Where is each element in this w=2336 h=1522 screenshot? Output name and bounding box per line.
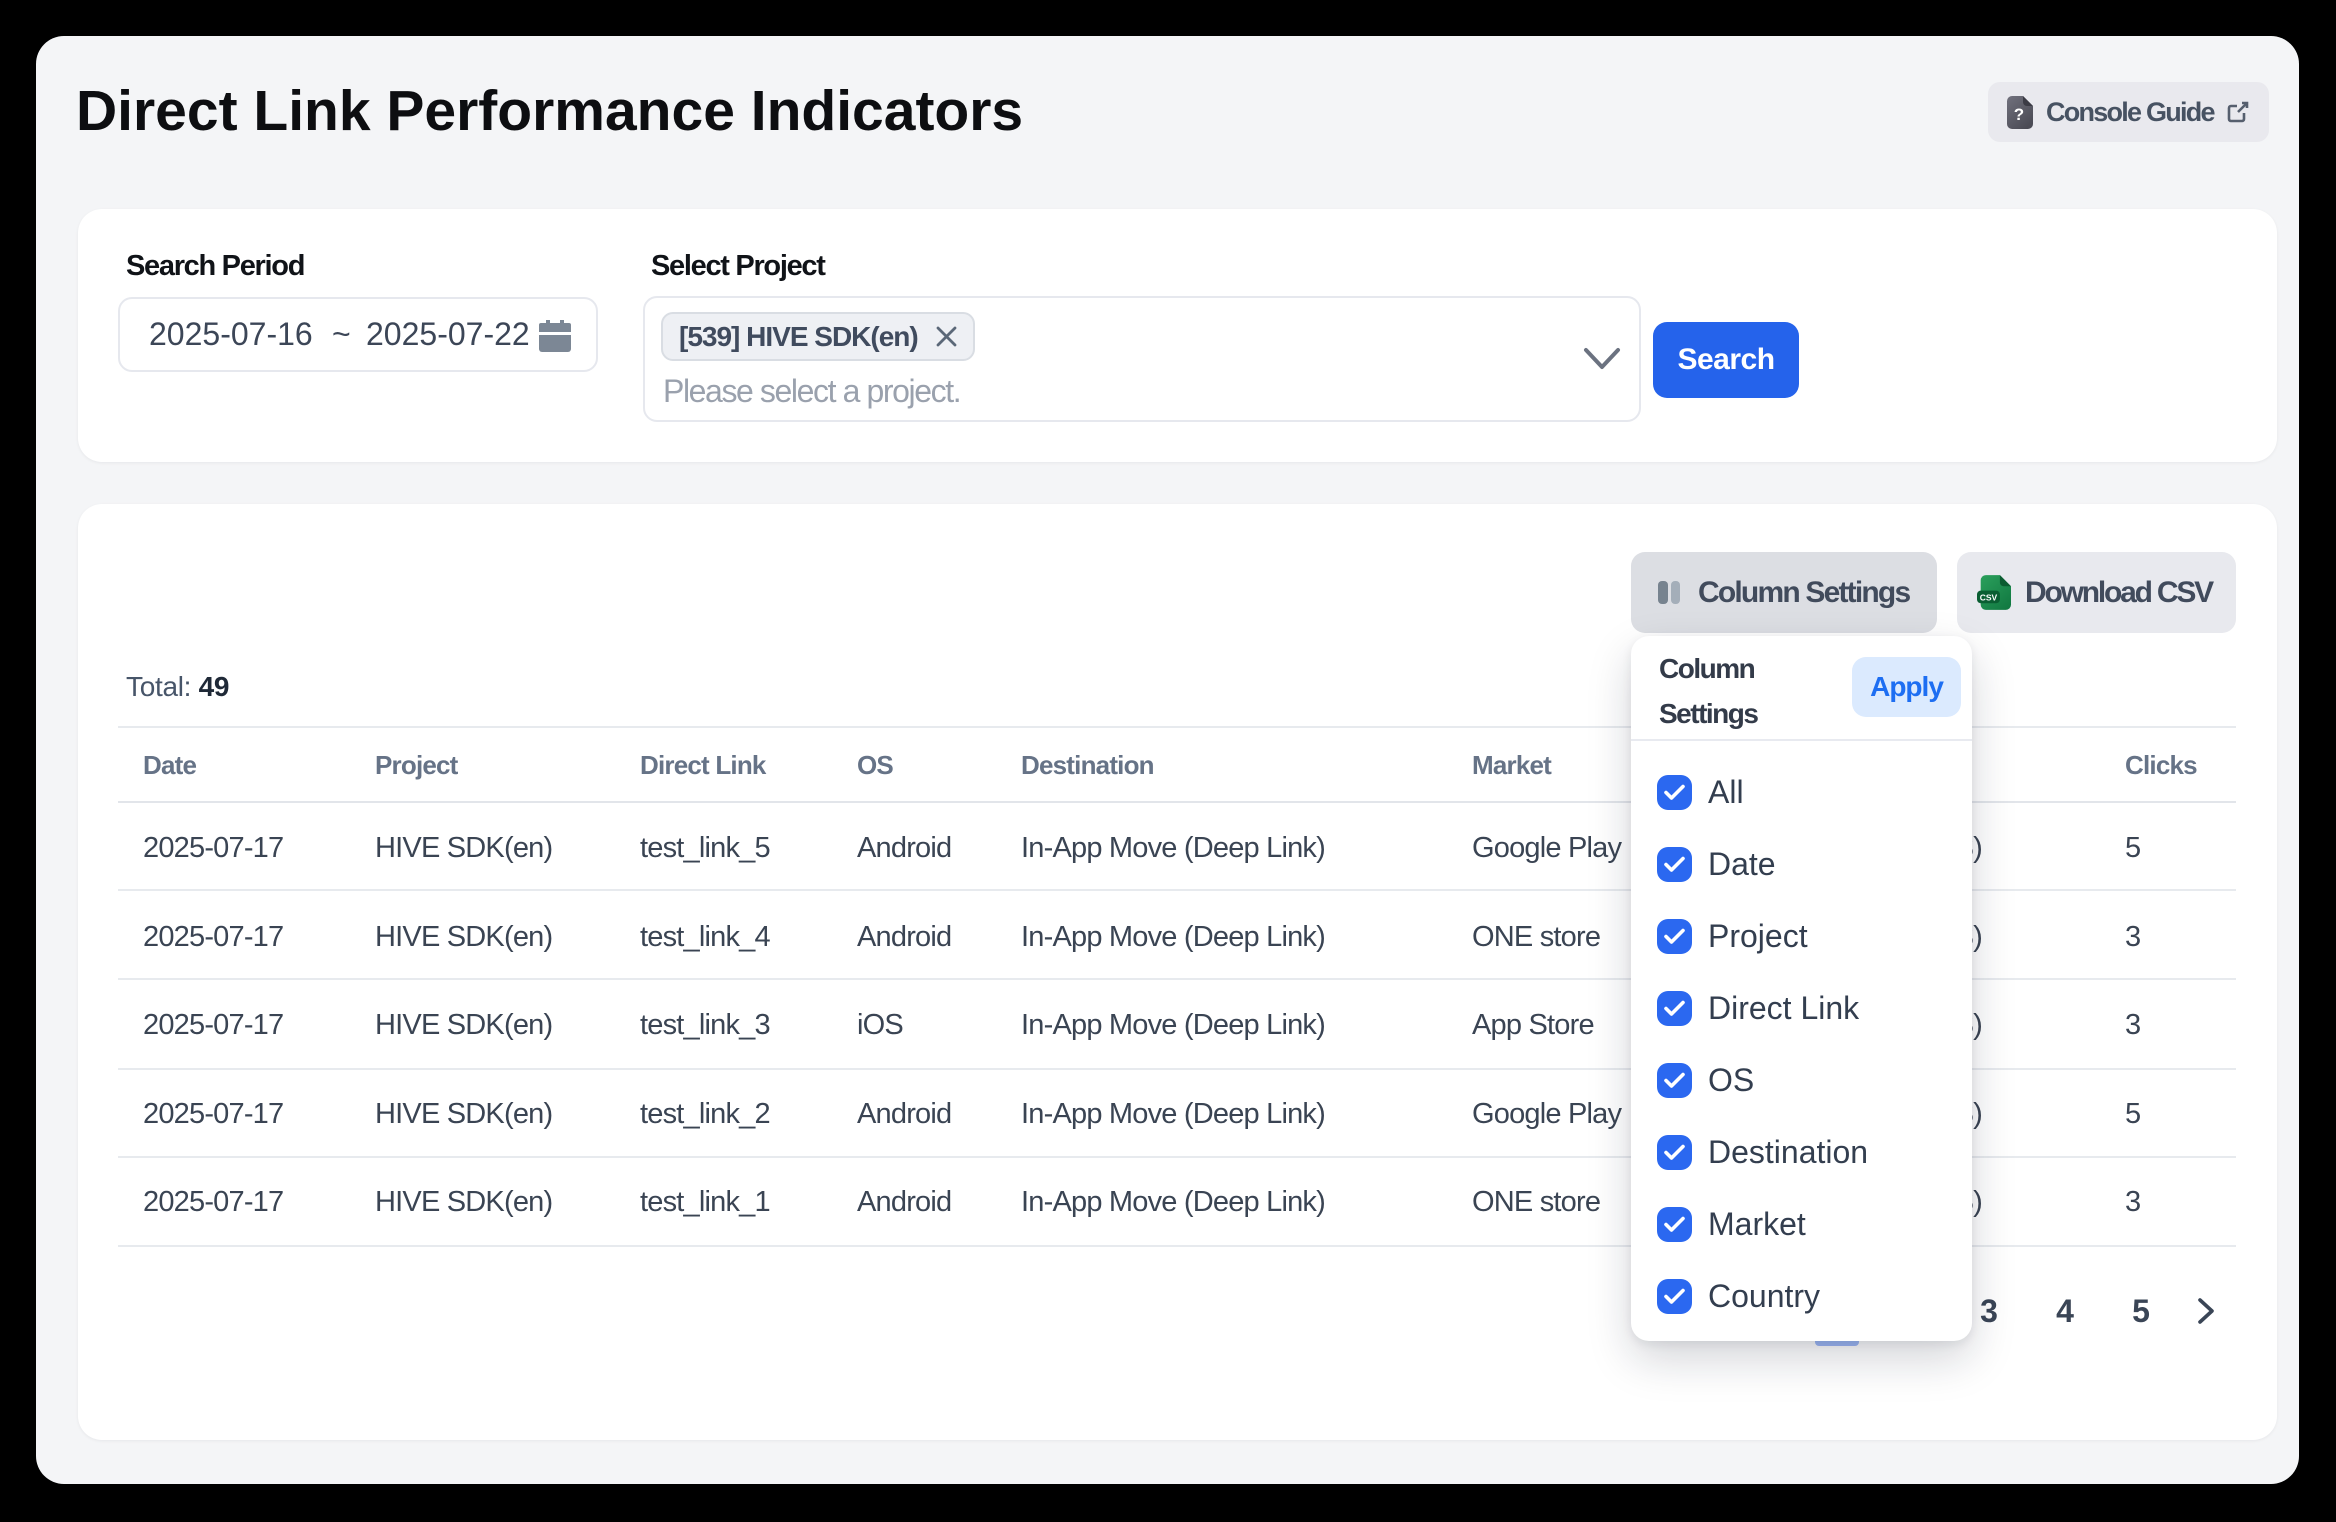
svg-text:CSV: CSV (1980, 592, 1998, 602)
svg-text:?: ? (2014, 105, 2024, 124)
